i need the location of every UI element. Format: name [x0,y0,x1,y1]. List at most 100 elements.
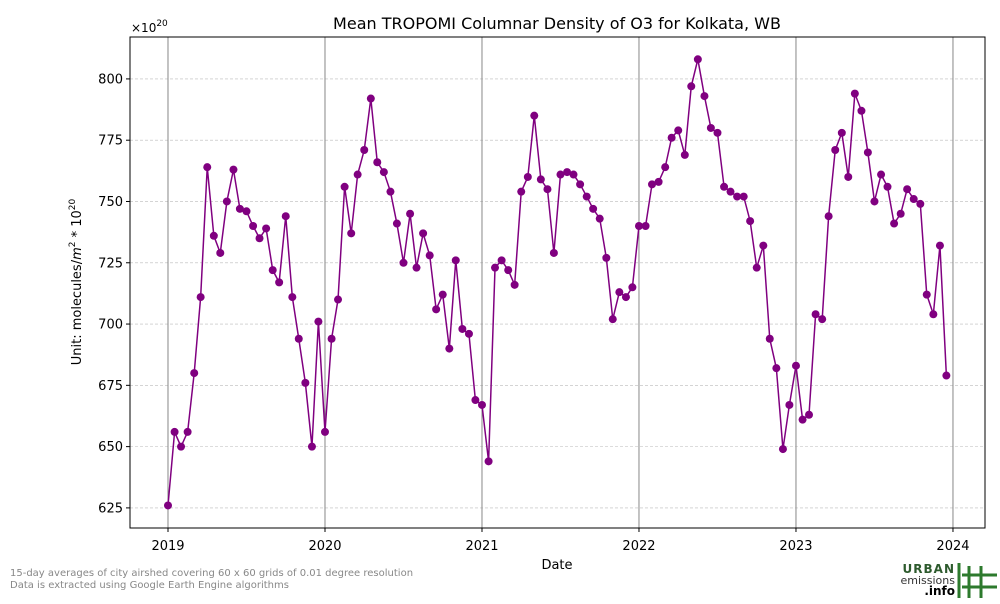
data-point [595,214,604,223]
y-tick-label: 650 [98,440,123,455]
data-point [896,209,905,218]
data-point [412,263,421,272]
y-tick-label: 775 [98,134,123,149]
data-point [425,251,434,260]
data-point [222,197,231,206]
data-point [857,106,866,115]
data-point [392,219,401,228]
data-point [818,315,827,324]
data-point [720,182,729,191]
data-point [445,344,454,353]
data-point [922,290,931,299]
data-point [935,241,944,250]
data-point [837,128,846,137]
data-point [759,241,768,250]
data-point [582,192,591,201]
data-point [563,168,572,177]
logo-icon [957,563,997,598]
data-point [334,295,343,304]
data-point [798,415,807,424]
x-tick-label: 2021 [465,539,498,554]
data-point [484,457,493,466]
data-point [739,192,748,201]
data-point [648,180,657,189]
data-point [746,217,755,226]
data-point [700,92,709,101]
data-point [517,187,526,196]
data-point [942,371,951,380]
y-offset-label: ×1020 [131,19,168,35]
data-point [281,212,290,221]
x-tick-label: 2023 [779,539,812,554]
y-tick-label: 750 [98,195,123,210]
data-point [667,133,676,142]
data-point [464,329,473,338]
data-point [805,410,814,419]
offset-exp: 20 [156,19,168,29]
data-point [929,310,938,319]
footer-note: 15-day averages of city airshed covering… [10,568,413,579]
data-point [877,170,886,179]
data-point [504,266,513,275]
data-point [451,256,460,265]
data-point [255,234,264,243]
grid [130,37,985,528]
data-point [556,170,565,179]
data-point [163,501,172,510]
data-point [706,123,715,132]
data-point [844,172,853,181]
data-point [602,253,611,262]
data-point [360,146,369,155]
data-point [190,369,199,378]
data-point [347,229,356,238]
data-point [831,146,840,155]
data-point [471,396,480,405]
data-point [785,400,794,409]
data-point [628,283,637,292]
data-point [209,231,218,240]
x-tick-label: 2022 [622,539,655,554]
data-point [530,111,539,120]
data-point [419,229,428,238]
data-point [379,168,388,177]
data-point [216,248,225,257]
data-point [903,185,912,194]
y-tick-label: 675 [98,379,123,394]
y-tick-label: 725 [98,256,123,271]
data-point [262,224,271,233]
data-point [183,427,192,436]
data-point [235,204,244,213]
data-point [477,400,486,409]
data-point [438,290,447,299]
data-line [167,59,948,506]
data-point [432,305,441,314]
logo-text: emissions [901,574,956,587]
data-point [177,442,186,451]
data-point [543,185,552,194]
data-point [569,170,578,179]
data-point [615,288,624,297]
data-point [275,278,284,287]
y-axis-label: Unit: molecules/m2 * 1020 [68,198,85,365]
data-point [890,219,899,228]
ylabel-part: 20 [68,198,78,210]
data-point [811,310,820,319]
data-point [320,427,329,436]
data-point [863,148,872,157]
data-point [406,209,415,218]
data-point [608,315,617,324]
data-point [661,163,670,172]
offset-base: ×10 [131,21,156,35]
data-point [870,197,879,206]
data-point [491,263,500,272]
logo: URBAN emissions .info [901,562,997,598]
y-tick-label: 800 [98,72,123,87]
data-point [687,82,696,91]
data-point [307,442,316,451]
data-point [733,192,742,201]
data-point [634,221,643,230]
data-point [713,128,722,137]
data-point [576,180,585,189]
data-point [654,177,663,186]
data-point [778,445,787,454]
